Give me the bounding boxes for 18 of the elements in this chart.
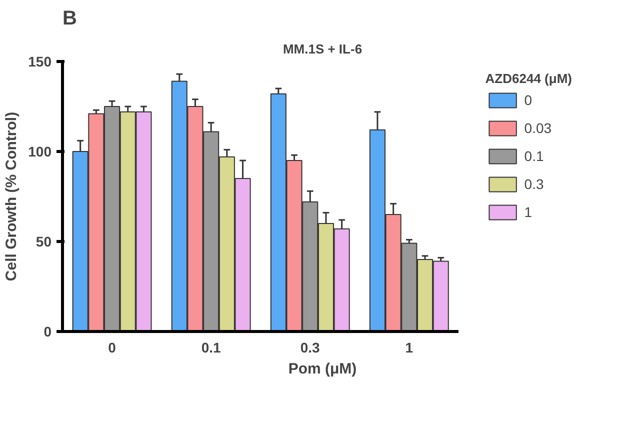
x-axis-title: Pom (μM): [288, 360, 357, 378]
y-tick-label: 0: [44, 324, 52, 340]
x-tick-label: 0.1: [201, 340, 222, 356]
legend-label: 0.1: [524, 148, 544, 164]
legend-title: AZD6244 (μM): [485, 71, 572, 86]
y-axis-title: Cell Growth (% Control): [3, 112, 20, 282]
x-tick-label: 1: [405, 340, 414, 356]
y-tick-label: 50: [36, 234, 52, 250]
y-tick-label: 100: [28, 144, 52, 160]
x-tick-label: 0: [108, 340, 116, 356]
legend-label: 0: [524, 92, 534, 108]
legend-label: 1: [524, 204, 534, 220]
chart-title: MM.1S + IL-6: [282, 42, 362, 56]
text: B: [62, 8, 77, 30]
legend-label: 0.3: [524, 176, 544, 192]
legend-label: 0.03: [524, 120, 552, 136]
y-tick-label: 150: [28, 54, 52, 70]
x-tick-label: 0.3: [300, 340, 320, 356]
